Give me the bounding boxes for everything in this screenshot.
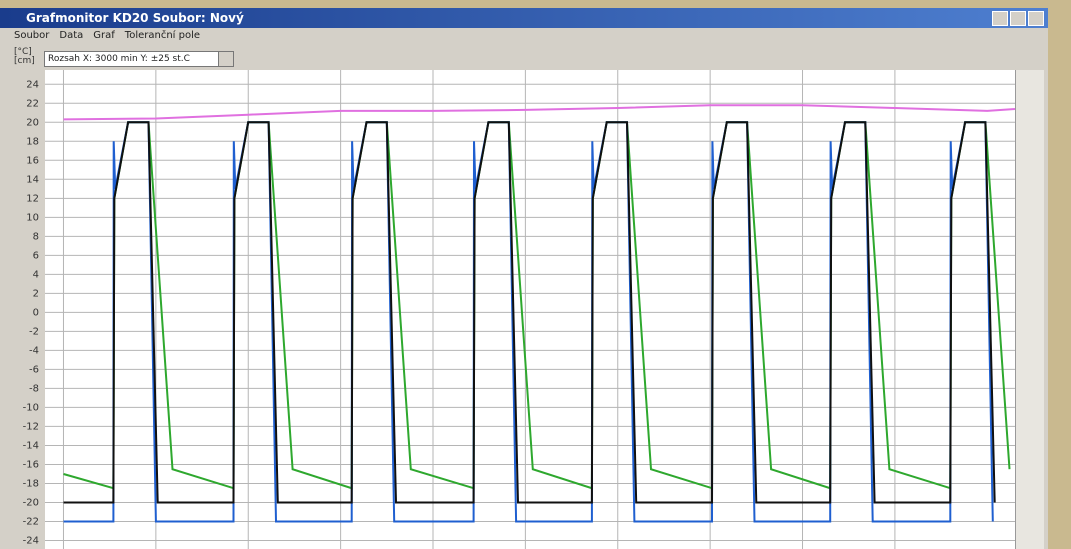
menu-item[interactable]: Toleranční pole — [124, 30, 201, 41]
y-tick-label: 22 — [26, 98, 39, 109]
y-tick-label: -16 — [23, 459, 39, 470]
y-tick-label: 16 — [26, 155, 39, 166]
y-tick-label: 18 — [26, 136, 39, 147]
unit-label: [°C] — [14, 47, 32, 57]
y-tick-label: -8 — [29, 383, 39, 394]
y-tick-label: 24 — [26, 79, 39, 90]
window-title: Grafmonitor KD20 Soubor: Nový — [26, 11, 244, 25]
y-tick-label: -10 — [23, 402, 39, 413]
y-tick-label: 12 — [26, 193, 39, 204]
y-tick-label: 8 — [33, 231, 39, 242]
menu-bar: Soubor Data Graf Toleranční pole — [0, 28, 1048, 44]
y-tick-label: -20 — [23, 497, 39, 508]
series-line — [63, 121, 996, 504]
y-tick-label: 10 — [26, 212, 39, 223]
unit-labels: [°C] [cm] — [14, 48, 35, 66]
title-bar: Grafmonitor KD20 Soubor: Nový — [0, 8, 1048, 28]
y-tick-label: -22 — [23, 516, 39, 527]
plot-area — [45, 70, 1015, 549]
y-tick-label: -18 — [23, 478, 39, 489]
y-tick-label: 4 — [33, 269, 39, 280]
y-tick-label: 0 — [33, 307, 39, 318]
y-tick-label: -4 — [29, 345, 39, 356]
y-tick-label: 6 — [33, 250, 39, 261]
y-tick-label: -6 — [29, 364, 39, 375]
y-tick-label: 2 — [33, 288, 39, 299]
toolbar: [°C] [cm] — [14, 48, 35, 66]
close-button[interactable] — [1028, 11, 1044, 26]
chart: 242220181614121086420-2-4-6-8-10-12-14-1… — [23, 70, 1015, 549]
scrollbar[interactable] — [1015, 70, 1044, 549]
menu-item[interactable]: Soubor — [14, 30, 50, 41]
menu-item[interactable]: Graf — [93, 30, 115, 41]
unit-label: [cm] — [14, 56, 35, 66]
y-tick-label: -2 — [29, 326, 39, 337]
minimize-button[interactable] — [992, 11, 1008, 26]
app-window: Grafmonitor KD20 Soubor: Nový Soubor Dat… — [0, 8, 1048, 549]
window-buttons — [992, 11, 1044, 26]
maximize-button[interactable] — [1010, 11, 1026, 26]
y-tick-label: -24 — [23, 535, 39, 546]
y-tick-label: 14 — [26, 174, 39, 185]
series-line — [63, 104, 1015, 121]
y-tick-label: 20 — [26, 117, 39, 128]
range-dropdown[interactable]: Rozsah X: 3000 min Y: ±25 st.C — [44, 51, 234, 67]
y-tick-label: -14 — [23, 440, 39, 451]
menu-item[interactable]: Data — [59, 30, 84, 41]
y-tick-label: -12 — [23, 421, 39, 432]
